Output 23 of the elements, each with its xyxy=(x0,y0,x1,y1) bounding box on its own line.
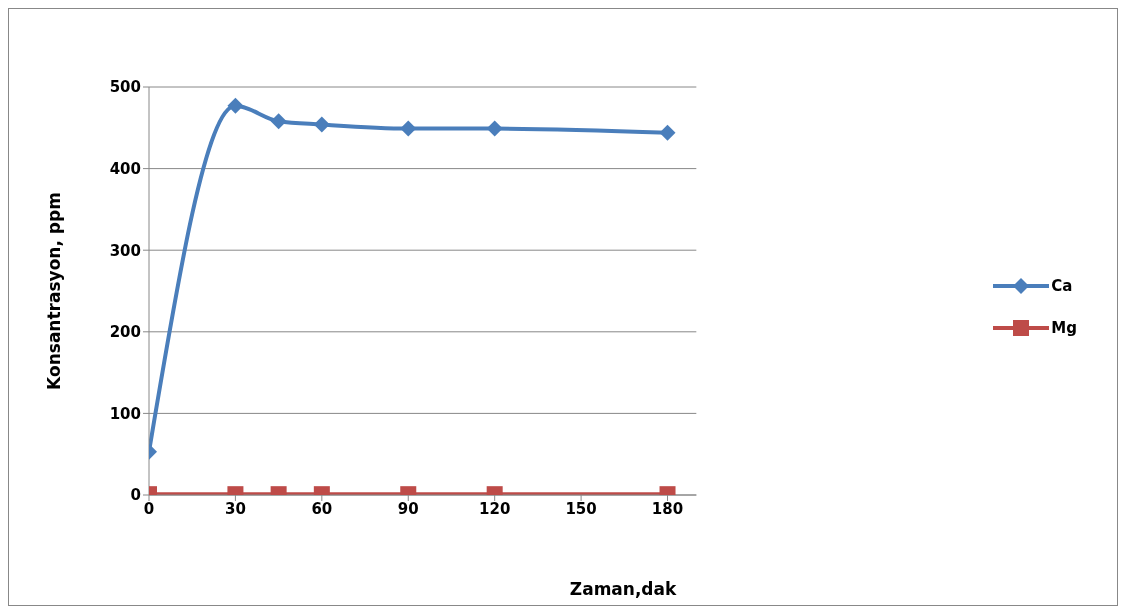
y-tick-label: 0 xyxy=(130,486,141,505)
x-tick-label: 150 xyxy=(565,499,597,518)
x-tick-label: 180 xyxy=(651,499,684,518)
x-tick-label: 0 xyxy=(143,499,155,518)
y-tick-label: 300 xyxy=(109,241,141,260)
x-tick-label: 30 xyxy=(224,499,246,518)
y-tick-label: 100 xyxy=(109,404,141,423)
point xyxy=(400,120,417,137)
x-tick-label: 60 xyxy=(311,499,333,518)
y-tick-label: 500 xyxy=(109,78,141,97)
point xyxy=(313,116,330,133)
point xyxy=(270,113,287,130)
y-axis-title: Konsantrasyon, ppm xyxy=(44,192,65,390)
legend-label: Mg xyxy=(1051,319,1077,337)
x-axis-title: Zaman,dak xyxy=(569,579,678,599)
point xyxy=(486,120,503,137)
x-tick-label: 120 xyxy=(479,499,511,518)
y-tick-label: 400 xyxy=(109,159,141,178)
x-tick-label: 90 xyxy=(397,499,419,518)
legend-label: Ca xyxy=(1051,277,1073,295)
point xyxy=(659,124,676,141)
y-tick-label: 200 xyxy=(109,323,141,342)
point xyxy=(227,97,244,114)
